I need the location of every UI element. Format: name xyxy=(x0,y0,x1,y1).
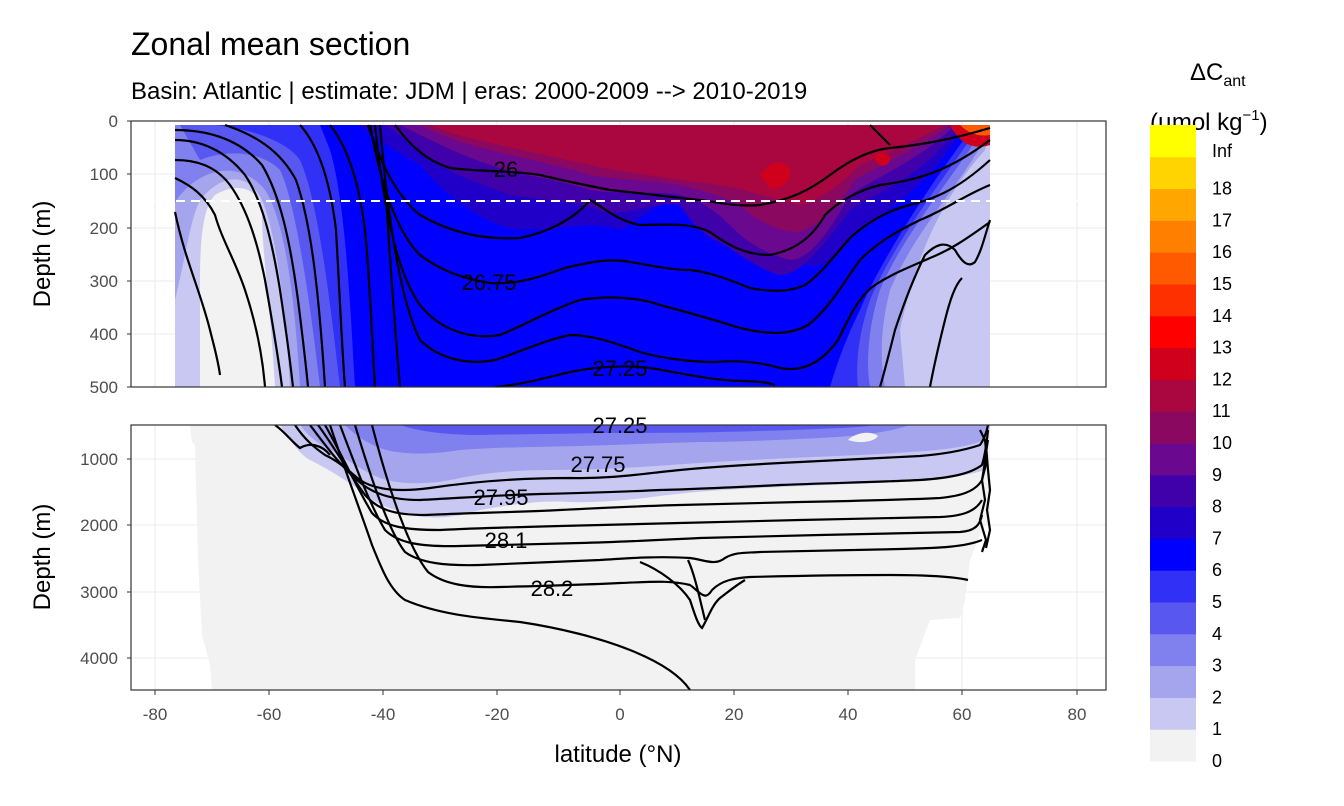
upper-contour-labels: 26 26.75 27.25 xyxy=(461,157,647,381)
lower-filled-contours xyxy=(175,425,990,690)
x-tick-label: -40 xyxy=(371,705,396,724)
contour-label: 28.2 xyxy=(531,576,574,601)
legend-swatch xyxy=(1150,125,1196,158)
y-tick-label: 500 xyxy=(90,378,118,397)
legend-swatch xyxy=(1150,252,1196,285)
legend-swatch xyxy=(1150,156,1196,190)
legend-level-label: 9 xyxy=(1212,465,1222,485)
x-tick-label: -60 xyxy=(257,705,282,724)
x-tick-label: -80 xyxy=(143,705,168,724)
legend-swatch xyxy=(1150,443,1196,476)
legend-level-label: 7 xyxy=(1212,528,1222,548)
contour-label: 28.1 xyxy=(485,528,528,553)
legend-swatch xyxy=(1150,188,1196,221)
x-axis-title: latitude (°N) xyxy=(555,741,682,768)
y-tick-label: 200 xyxy=(90,219,118,238)
legend-level-label: 13 xyxy=(1212,338,1232,358)
legend-swatch xyxy=(1150,220,1196,253)
y-tick-label: 3000 xyxy=(80,583,118,602)
legend-title-line1: ΔCant xyxy=(1190,59,1246,90)
legend-level-label: 6 xyxy=(1212,560,1222,580)
legend-swatch xyxy=(1150,347,1196,380)
legend-level-label: 3 xyxy=(1212,656,1222,676)
colorbar-legend: ΔCant (µmol kg−1) 0123456789101112131415… xyxy=(1150,59,1268,771)
x-tick-label: 60 xyxy=(953,705,972,724)
legend-swatch xyxy=(1150,602,1196,635)
contour-label: 26.75 xyxy=(461,270,516,295)
legend-swatch xyxy=(1150,506,1196,539)
contour-label: 27.25 xyxy=(592,356,647,381)
legend-level-label: 1 xyxy=(1212,719,1222,739)
legend-swatch xyxy=(1150,474,1196,508)
legend-level-label: 2 xyxy=(1212,687,1222,707)
legend-level-label: 12 xyxy=(1212,369,1232,389)
x-axis: -80 -60 -40 -20 0 20 40 60 80 latitude (… xyxy=(143,690,1087,768)
legend-level-label: 15 xyxy=(1212,274,1232,294)
legend-level-label: 10 xyxy=(1212,433,1232,453)
y-tick-label: 4000 xyxy=(80,649,118,668)
legend-swatch xyxy=(1150,284,1196,317)
legend-level-label: 18 xyxy=(1212,179,1232,199)
legend-swatch xyxy=(1150,729,1196,762)
legend-level-label: 16 xyxy=(1212,242,1232,262)
upper-filled-contours xyxy=(175,125,990,387)
lower-y-axis: 1000 2000 3000 4000 Depth (m) xyxy=(29,450,131,668)
contour-label: 27.95 xyxy=(473,485,528,510)
legend-swatch xyxy=(1150,570,1196,603)
legend-swatch xyxy=(1150,411,1196,444)
legend-swatch xyxy=(1150,538,1196,571)
contour-label: 27.75 xyxy=(570,452,625,477)
y-tick-label: 400 xyxy=(90,325,118,344)
x-tick-label: 40 xyxy=(839,705,858,724)
x-tick-label: -20 xyxy=(485,705,510,724)
legend-swatch xyxy=(1150,379,1196,412)
chart-subtitle: Basin: Atlantic | estimate: JDM | eras: … xyxy=(131,78,807,105)
chart-title: Zonal mean section xyxy=(131,26,410,62)
lower-y-axis-title: Depth (m) xyxy=(29,504,56,611)
legend-swatches xyxy=(1150,125,1196,762)
legend-swatch xyxy=(1150,315,1196,349)
legend-level-label: 14 xyxy=(1212,306,1232,326)
legend-level-label: 0 xyxy=(1212,751,1222,771)
legend-level-label: 4 xyxy=(1212,624,1222,644)
lower-panel: 27.25 27.75 27.95 28.1 28.2 xyxy=(130,413,1107,691)
upper-panel: 26 26.75 27.25 xyxy=(130,120,1107,388)
y-tick-label: 0 xyxy=(109,112,118,131)
legend-swatch xyxy=(1150,697,1196,730)
legend-level-label: 17 xyxy=(1212,210,1232,230)
upper-y-axis-title: Depth (m) xyxy=(29,201,56,308)
upper-y-axis: 0 100 200 300 400 500 Depth (m) xyxy=(29,112,131,397)
legend-swatch xyxy=(1150,665,1196,698)
y-tick-label: 1000 xyxy=(80,450,118,469)
legend-swatch xyxy=(1150,633,1196,667)
legend-level-label: 8 xyxy=(1212,497,1222,517)
legend-level-label: 11 xyxy=(1212,401,1231,421)
legend-level-label: Inf xyxy=(1212,141,1233,161)
legend-level-label: 5 xyxy=(1212,592,1222,612)
y-tick-label: 300 xyxy=(90,272,118,291)
contour-label: 26 xyxy=(494,157,518,182)
y-tick-label: 100 xyxy=(90,165,118,184)
x-tick-label: 20 xyxy=(725,705,744,724)
upper-isopycnals xyxy=(173,123,992,387)
y-tick-label: 2000 xyxy=(80,516,118,535)
x-tick-label: 0 xyxy=(615,705,624,724)
lower-isopycnals xyxy=(274,425,992,690)
x-tick-label: 80 xyxy=(1068,705,1087,724)
